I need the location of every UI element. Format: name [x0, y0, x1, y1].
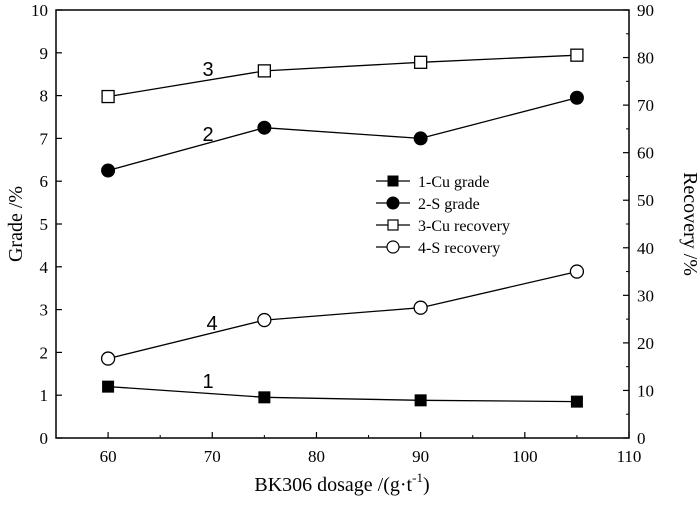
legend-marker-cu-recovery [387, 219, 399, 231]
curve-label-3: 3 [202, 59, 213, 81]
curve-label-1: 1 [202, 371, 213, 393]
right-tick-label-7: 70 [637, 96, 654, 115]
legend-label-cu-grade: 1-Cu grade [418, 174, 490, 191]
series-line-2 [107, 97, 578, 172]
series-4-point-1 [257, 312, 272, 328]
series-4-point-0 [100, 351, 116, 366]
y-axis-right-title: Recovery /% [679, 172, 700, 276]
left-tick-label-0: 0 [40, 429, 49, 448]
left-tick-label-2: 2 [40, 343, 49, 362]
series-2-point-3 [569, 90, 584, 105]
left-tick-label-4: 4 [40, 258, 49, 277]
bottom-tick-label-4: 100 [512, 447, 538, 466]
series-1-point-3 [570, 395, 583, 408]
legend-label-s-grade: 2-S grade [418, 196, 480, 213]
series-1-point-1 [258, 391, 271, 404]
legend-entry-s-grade: 2-S grade [376, 196, 480, 213]
legend-entry-cu-grade: 1-Cu grade [376, 174, 490, 191]
series-group [100, 48, 585, 408]
series-4-point-3 [569, 264, 585, 279]
series-2-point-1 [257, 120, 272, 135]
series-2-point-0 [101, 163, 116, 178]
right-axis: 0 10 20 30 40 50 60 70 80 90 [623, 1, 654, 448]
curve-label-4: 4 [206, 313, 217, 335]
series-1-point-2 [414, 394, 427, 407]
right-tick-label-0: 0 [637, 429, 646, 448]
left-tick-label-3: 3 [40, 301, 49, 320]
legend-label-cu-recovery: 3-Cu recovery [418, 218, 510, 235]
curve-label-2: 2 [202, 124, 213, 146]
legend-entry-s-recovery: 4-S recovery [376, 240, 500, 257]
right-tick-label-2: 20 [637, 334, 654, 353]
left-tick-label-6: 6 [40, 172, 49, 191]
series-2-point-2 [413, 131, 428, 146]
series-3-point-1 [257, 64, 272, 78]
bottom-tick-label-2: 80 [308, 447, 325, 466]
series-4-point-2 [413, 300, 428, 315]
series-line-1 [108, 385, 577, 403]
bottom-tick-label-0: 60 [100, 447, 117, 466]
legend-marker-cu-grade [387, 175, 399, 187]
series-line-3 [107, 54, 577, 98]
x-axis-title-main: BK306 dosage /(g·t [254, 474, 412, 496]
series-3-point-0 [101, 89, 115, 104]
series-line-4 [107, 270, 578, 360]
x-axis-title-sup: -1 [412, 470, 423, 485]
right-tick-label-5: 50 [637, 191, 654, 210]
plot-frame [55, 9, 630, 439]
series-1-point-0 [102, 380, 115, 393]
right-tick-label-3: 30 [637, 286, 654, 305]
left-tick-label-5: 5 [40, 215, 49, 234]
legend-marker-s-recovery [386, 240, 400, 254]
legend: 1-Cu grade 2-S grade 3-Cu recovery 4-S r… [376, 174, 510, 257]
x-axis-title: BK306 dosage /(g·t-1) [254, 470, 429, 496]
left-tick-label-1: 1 [40, 386, 49, 405]
right-tick-label-6: 60 [637, 144, 654, 163]
y-axis-left-title: Grade /% [5, 186, 27, 262]
x-axis-title-end: ) [423, 474, 430, 496]
legend-entry-cu-recovery: 3-Cu recovery [376, 218, 510, 235]
bottom-tick-label-3: 90 [412, 447, 429, 466]
legend-marker-s-grade [386, 196, 400, 210]
left-tick-label-7: 7 [40, 129, 49, 148]
bottom-axis: 60 70 80 90 100 110 [55, 432, 642, 466]
bottom-tick-label-5: 110 [617, 447, 642, 466]
bottom-tick-label-1: 70 [204, 447, 221, 466]
right-tick-label-9: 90 [637, 1, 654, 20]
left-tick-label-8: 8 [40, 87, 49, 106]
left-axis: 0 1 2 3 4 5 6 7 8 9 10 [31, 1, 62, 448]
right-tick-label-1: 10 [637, 381, 654, 400]
right-tick-label-4: 40 [637, 239, 654, 258]
series-3-point-3 [570, 48, 584, 62]
legend-label-s-recovery: 4-S recovery [418, 240, 500, 257]
right-tick-label-8: 80 [637, 49, 654, 68]
series-3-point-2 [413, 55, 428, 69]
left-tick-label-9: 9 [40, 44, 49, 63]
left-tick-label-10: 10 [31, 1, 48, 20]
